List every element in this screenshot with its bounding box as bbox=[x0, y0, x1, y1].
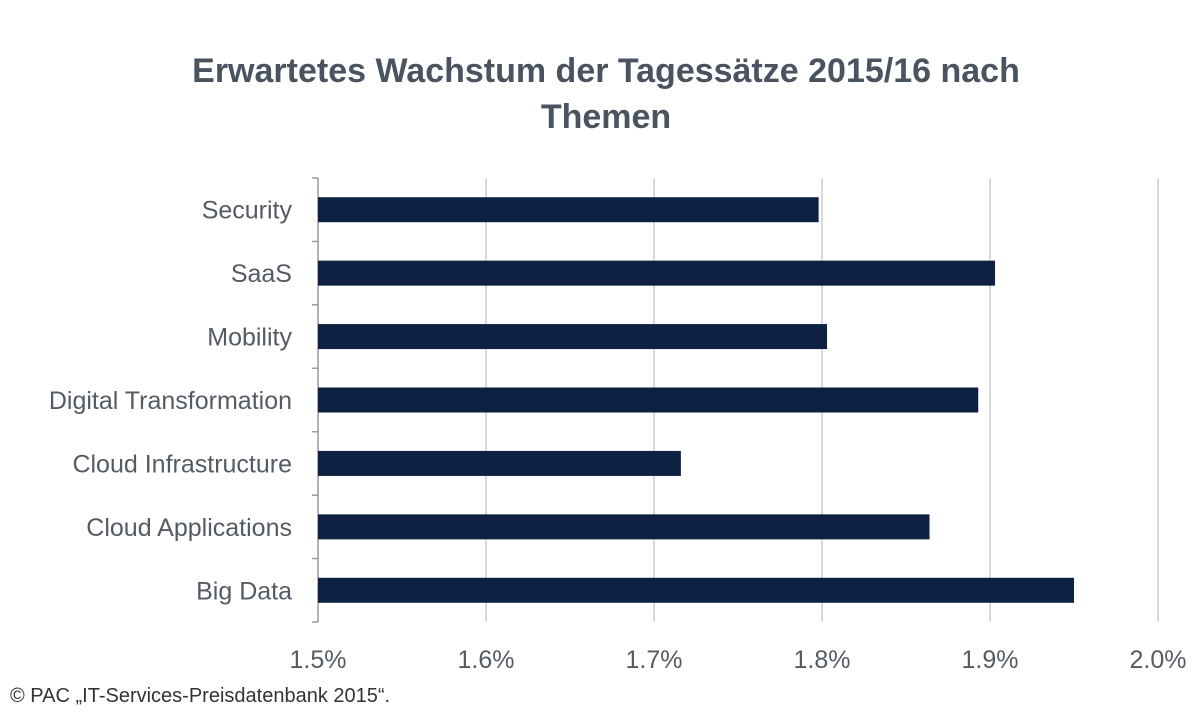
x-tick-label: 1.5% bbox=[290, 646, 347, 674]
source-note: © PAC „IT-Services-Preisdatenbank 2015“. bbox=[10, 685, 391, 707]
x-tick-label: 1.9% bbox=[962, 646, 1019, 674]
axes bbox=[312, 177, 319, 623]
category-label: Security bbox=[202, 197, 293, 225]
category-label: Mobility bbox=[207, 324, 292, 352]
chart-title-line-2: Themen bbox=[540, 98, 672, 136]
bar bbox=[318, 577, 1074, 603]
axis-labels: 1.5% 1.6% 1.7% 1.8% 1.9% 2.0% Security SaaS Mobi… bbox=[49, 197, 1187, 674]
category-label: SaaS bbox=[231, 260, 292, 288]
bar bbox=[318, 450, 681, 476]
chart-title-line-1: Erwartetes Wachstum der Tagessätze 2015/… bbox=[192, 52, 1020, 90]
x-tick-label: 1.7% bbox=[626, 646, 683, 674]
x-tick-label: 1.6% bbox=[458, 646, 515, 674]
bar bbox=[318, 324, 828, 350]
x-tick-label: 1.8% bbox=[794, 646, 851, 674]
category-label: Cloud Applications bbox=[86, 514, 292, 542]
bar bbox=[318, 514, 930, 540]
bar bbox=[318, 197, 819, 223]
bars bbox=[318, 197, 1074, 603]
category-label: Big Data bbox=[196, 577, 292, 605]
bar bbox=[318, 387, 979, 413]
category-label: Digital Transformation bbox=[49, 387, 292, 415]
bar bbox=[318, 260, 996, 286]
category-label: Cloud Infrastructure bbox=[72, 450, 292, 478]
x-tick-label: 2.0% bbox=[1130, 646, 1187, 674]
chart-title: Erwartetes Wachstum der Tagessätze 2015/… bbox=[0, 48, 1200, 140]
